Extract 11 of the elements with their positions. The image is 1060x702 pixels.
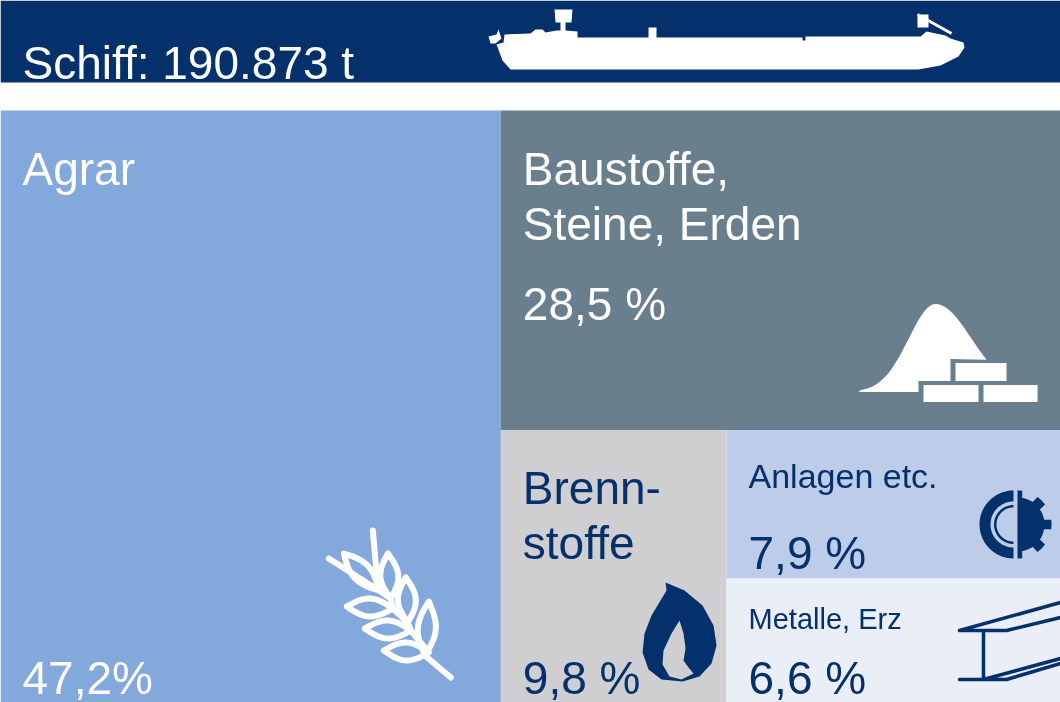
category-label: Brenn- stoffe	[522, 462, 661, 570]
data-label: 47,2%	[22, 651, 153, 702]
category-label: Agrar	[22, 142, 135, 195]
category-label: Baustoffe, Steine, Erden	[522, 142, 802, 250]
data-label: 28,5 %	[522, 278, 667, 331]
text: Schiff: 190.873 t	[22, 36, 355, 89]
category-label: Anlagen etc.	[748, 457, 938, 496]
data-label: 9,8 %	[522, 651, 641, 702]
data-label: 7,9 %	[748, 527, 867, 580]
category-label: Metalle, Erz	[748, 603, 902, 636]
data-label: 6,6 %	[748, 651, 867, 702]
